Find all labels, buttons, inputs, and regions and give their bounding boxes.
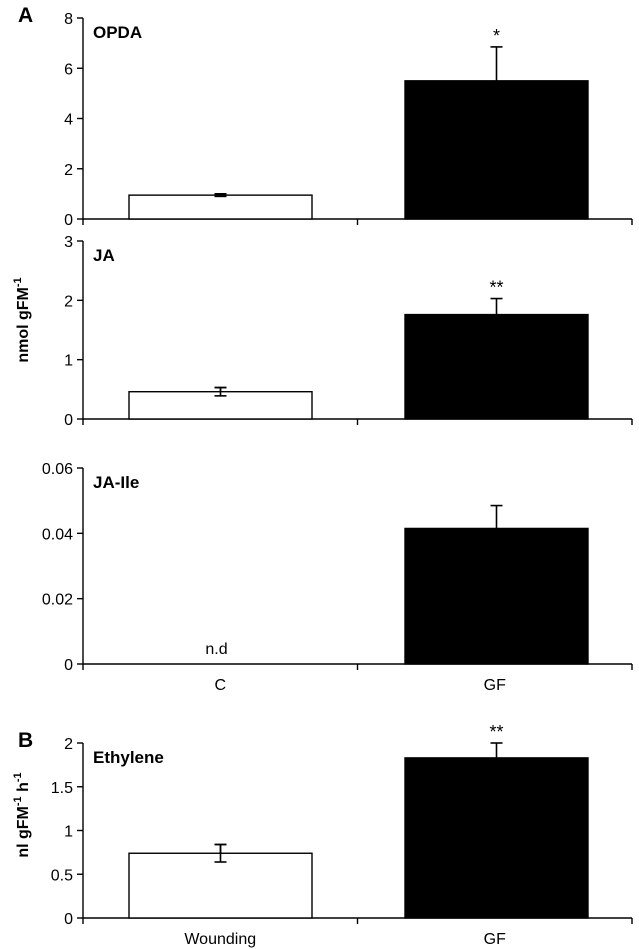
bar (128, 194, 313, 220)
y-tick-label: 6 (64, 61, 73, 78)
y-tick-label: 0 (64, 911, 73, 928)
x-tick-label: GF (484, 931, 506, 948)
y-tick-label: 0 (64, 412, 73, 429)
not-detected-label: n.d (205, 641, 227, 658)
y-tick-label: 0.06 (42, 461, 73, 478)
x-tick-label: C (214, 677, 226, 694)
y-tick-label: 1 (64, 824, 73, 841)
y-tick-label: 0.5 (51, 867, 73, 884)
bar (404, 527, 589, 665)
panel-b-letter: B (18, 729, 33, 752)
x-tick-label: GF (484, 677, 506, 694)
significance-label: ** (489, 278, 503, 298)
y-axis-label-b: nl gFM-1 h-1 (12, 772, 32, 857)
y-tick-label: 1.5 (51, 780, 73, 797)
significance-label: * (493, 26, 500, 46)
y-tick-label: 2 (64, 293, 73, 310)
y-tick-label: 2 (64, 736, 73, 753)
y-tick-label: 1 (64, 353, 73, 370)
y-tick-label: 2 (64, 162, 73, 179)
y-tick-label: 4 (64, 112, 73, 129)
y-tick-label: 3 (64, 234, 73, 251)
bar (404, 313, 589, 420)
y-axis-label-a: nmol gFM-1 (12, 277, 32, 362)
y-tick-label: 0.02 (42, 592, 73, 609)
y-tick-label: 0.04 (42, 526, 73, 543)
panel-title: JA (93, 246, 115, 265)
y-tick-label: 0 (64, 212, 73, 229)
panel-title: Ethylene (93, 748, 164, 767)
panel-title: JA-Ile (93, 473, 139, 492)
bar (404, 80, 589, 220)
significance-label: ** (489, 722, 503, 742)
bar (128, 852, 313, 919)
x-tick-label: Wounding (184, 931, 256, 948)
y-tick-label: 0 (64, 657, 73, 674)
panel-a-letter: A (18, 4, 33, 27)
bar (404, 757, 589, 919)
y-tick-label: 8 (64, 11, 73, 28)
panel-title: OPDA (93, 23, 142, 42)
chart-panels: 0 2 4 6 8 OPDA * 0 1 2 3 JA ** 0 0.02 0.04 0.06 JA-Ile n.d… (42, 11, 633, 948)
